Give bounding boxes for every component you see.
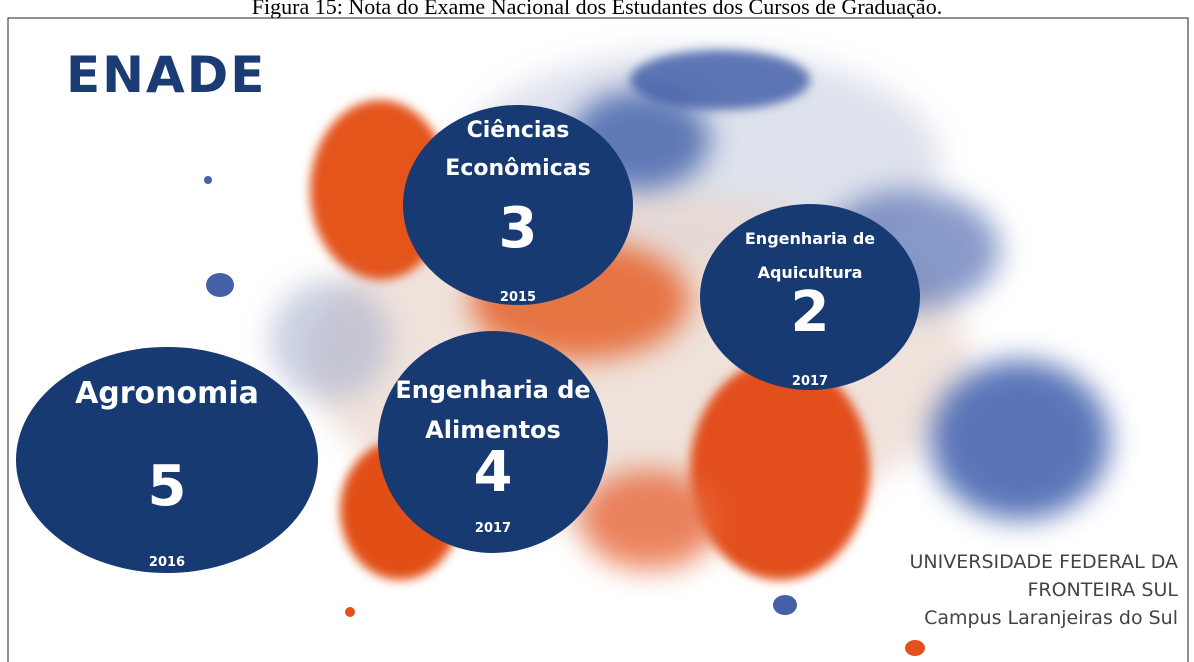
circle xyxy=(403,105,633,305)
circle xyxy=(700,204,920,390)
course-name: Ciências xyxy=(467,118,570,143)
caption: Figura 15: Nota do Exame Nacional dos Es… xyxy=(251,0,943,19)
course-name: Alimentos xyxy=(425,416,561,444)
course-circle: Ciências Econômicas 3 2015 xyxy=(403,105,633,305)
title: ENADE xyxy=(66,46,266,104)
circle xyxy=(378,331,608,553)
score: 2 xyxy=(791,280,830,345)
footer-line: FRONTEIRA SUL xyxy=(1027,579,1178,601)
footer: UNIVERSIDADE FEDERAL DA FRONTEIRA SUL Camp… xyxy=(910,551,1179,629)
course-name: Aquicultura xyxy=(758,263,863,282)
course-circles: Ciências Econômicas 3 2015 Engenharia de Aqui… xyxy=(16,105,920,573)
footer-line: Campus Laranjeiras do Sul xyxy=(924,607,1178,629)
score: 3 xyxy=(499,196,538,261)
year: 2015 xyxy=(500,290,536,305)
course-name: Engenharia de xyxy=(745,229,875,248)
year: 2016 xyxy=(149,555,185,570)
footer-line: UNIVERSIDADE FEDERAL DA xyxy=(910,551,1178,573)
circle xyxy=(16,347,318,573)
year: 2017 xyxy=(475,521,511,536)
score: 5 xyxy=(148,454,187,519)
year: 2017 xyxy=(792,374,828,389)
score: 4 xyxy=(474,440,513,505)
course-name: Econômicas xyxy=(445,156,590,181)
course-name: Engenharia de xyxy=(395,376,590,404)
course-circle: Agronomia 5 2016 xyxy=(16,347,318,573)
course-name: Agronomia xyxy=(75,376,259,411)
